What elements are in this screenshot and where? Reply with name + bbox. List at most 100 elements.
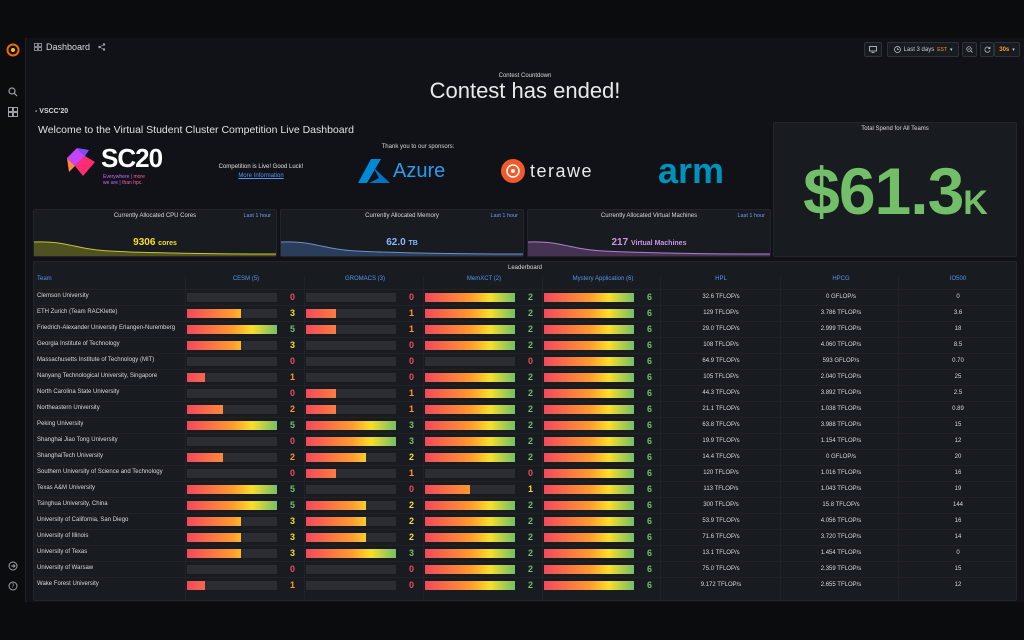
- hpcg-value: 15.8 TFLOP/s: [822, 502, 860, 508]
- memory-panel: Currently Allocated Memory Last 1 hour 6…: [280, 209, 524, 257]
- table-row[interactable]: Wake Forest University 1 0 2 6 9.172 TFLOP/s 2…: [34, 577, 1016, 593]
- column-header-mystery-application-6[interactable]: Mystery Application (6): [572, 276, 634, 282]
- column-header-cesm-5[interactable]: CESM (5): [232, 276, 260, 282]
- row-toggle-vscc[interactable]: - VSCC'20: [35, 108, 69, 115]
- sc20-logo[interactable]: SC20 Everywhere | more we are | than hpc…: [63, 143, 173, 190]
- gromacs-score: 1: [409, 468, 415, 478]
- column-header-team[interactable]: Team: [37, 276, 52, 282]
- hpl-value: 129 TFLOP/s: [703, 310, 739, 316]
- table-row[interactable]: University of Texas 3 3 2 6 13.1 TFLOP/s 1.454…: [34, 545, 1016, 561]
- gromacs-score: 2: [409, 452, 415, 462]
- memxct-score-bar-fill: [425, 389, 515, 398]
- column-header-gromacs-3[interactable]: GROMACS (3): [344, 276, 385, 282]
- table-row[interactable]: Massachusetts Institute of Technology (M…: [34, 353, 1016, 369]
- cesm-score-bar: [187, 421, 277, 430]
- gromacs-score-bar: [306, 405, 396, 414]
- cpu-cores-range[interactable]: Last 1 hour: [243, 213, 271, 219]
- terawe-logo-icon: [501, 159, 525, 183]
- column-header-io500[interactable]: IO500: [949, 276, 967, 282]
- table-row[interactable]: North Carolina State University 0 1 2 6 44.3 …: [34, 385, 1016, 401]
- cesm-score-bar: [187, 469, 277, 478]
- table-row[interactable]: Peking University 5 3 2 6 63.8 TFLOP/s 3.988 T…: [34, 417, 1016, 433]
- clock-icon: [893, 46, 901, 53]
- more-information-link[interactable]: More Information: [238, 173, 284, 179]
- mystery-score-bar-fill: [544, 549, 634, 558]
- memory-number: 62.0: [386, 237, 406, 248]
- gromacs-score: 3: [409, 420, 415, 430]
- refresh-button[interactable]: [980, 42, 994, 57]
- virtual-machines-range[interactable]: Last 1 hour: [737, 213, 765, 219]
- table-row[interactable]: Georgia Institute of Technology 3 0 2 6 108 T…: [34, 337, 1016, 353]
- grafana-logo-icon[interactable]: [5, 42, 21, 58]
- team-name: Southern University of Science and Techn…: [37, 469, 163, 475]
- cesm-score: 0: [290, 356, 296, 366]
- memxct-score-bar-fill: [425, 581, 515, 590]
- gromacs-score-bar: [306, 341, 396, 350]
- column-separator: [780, 276, 781, 600]
- memxct-score-bar-fill: [425, 373, 515, 382]
- dashboard-breadcrumb[interactable]: Dashboard: [34, 42, 106, 52]
- chevron-down-icon: ▾: [949, 46, 953, 53]
- table-row[interactable]: Shanghai Jiao Tong University 0 3 2 6 19.9 TF…: [34, 433, 1016, 449]
- column-header-memxct-2[interactable]: MemXCT (2): [466, 276, 502, 282]
- sc20-emblem-icon: [67, 148, 95, 176]
- cesm-score: 3: [290, 308, 296, 318]
- table-row[interactable]: Friedrich-Alexander University Erlangen-…: [34, 321, 1016, 337]
- cesm-score-bar: [187, 405, 277, 414]
- memxct-score-bar-fill: [425, 421, 515, 430]
- column-separator: [898, 276, 899, 600]
- table-row[interactable]: University of Warsaw 0 0 2 6 75.0 TFLOP/s 2.35…: [34, 561, 1016, 577]
- table-row[interactable]: University of California, San Diego 3 2 2 6 5…: [34, 513, 1016, 529]
- sponsor-azure[interactable]: Azure: [357, 158, 445, 184]
- mystery-score-bar: [544, 389, 634, 398]
- team-name: University of Texas: [37, 549, 88, 555]
- sponsor-terawe[interactable]: terawe: [500, 158, 593, 184]
- cesm-score: 0: [290, 436, 296, 446]
- table-row[interactable]: Southern University of Science and Techn…: [34, 465, 1016, 481]
- cesm-score: 5: [290, 484, 296, 494]
- table-row[interactable]: Northeastern University 2 1 2 6 21.1 TFLOP/s 1…: [34, 401, 1016, 417]
- mystery-score: 6: [647, 324, 653, 334]
- mystery-score: 6: [647, 340, 653, 350]
- hpcg-value: 0 GFLOP/s: [825, 454, 856, 460]
- countdown-label: Contest Countdown: [498, 73, 552, 79]
- table-row[interactable]: ShanghaiTech University 2 2 2 6 14.4 TFLOP/s 0…: [34, 449, 1016, 465]
- column-header-hpcg[interactable]: HPCG: [832, 276, 850, 282]
- tv-mode-button[interactable]: [864, 42, 882, 57]
- table-row[interactable]: University of Illinois 3 2 2 6 71.6 TFLOP/s 3.…: [34, 529, 1016, 545]
- table-row[interactable]: ETH Zurich (Team RACKlette) 3 1 2 6 129 TFLOP…: [34, 305, 1016, 321]
- column-header-hpl[interactable]: HPL: [715, 276, 727, 282]
- search-icon[interactable]: [5, 84, 21, 100]
- zoom-out-button[interactable]: [962, 42, 977, 57]
- cpu-cores-title: Currently Allocated CPU Cores: [113, 213, 197, 219]
- cesm-score-bar: [187, 293, 277, 302]
- cesm-score-bar: [187, 325, 277, 334]
- cesm-score-bar: [187, 437, 277, 446]
- gromacs-score: 3: [409, 548, 415, 558]
- mystery-score: 6: [647, 564, 653, 574]
- refresh-interval-picker[interactable]: 30s ▾: [994, 42, 1020, 57]
- team-name: University of Illinois: [37, 533, 89, 539]
- dashboards-icon[interactable]: [5, 104, 21, 120]
- gromacs-score-bar: [306, 485, 396, 494]
- cesm-score-bar-fill: [187, 501, 277, 510]
- memory-range[interactable]: Last 1 hour: [490, 213, 518, 219]
- cesm-score-bar: [187, 453, 277, 462]
- memxct-score-bar-fill: [425, 309, 515, 318]
- arm-wordmark: arm: [658, 150, 725, 191]
- memxct-score: 2: [528, 404, 534, 414]
- gromacs-score-bar-fill: [306, 533, 366, 542]
- hpcg-value: 4.056 TFLOP/s: [820, 518, 862, 524]
- help-icon[interactable]: ?: [5, 578, 21, 594]
- table-row[interactable]: Tsinghua University, China 5 2 2 6 300 TFLOP/…: [34, 497, 1016, 513]
- memxct-score-bar: [425, 421, 515, 430]
- time-picker-button[interactable]: Last 3 days EST ▾: [887, 42, 959, 57]
- hpl-value: 9.172 TFLOP/s: [700, 582, 742, 588]
- sponsor-arm[interactable]: arm: [658, 150, 724, 192]
- table-row[interactable]: Nanyang Technological University, Singap…: [34, 369, 1016, 385]
- table-row[interactable]: Texas A&M University 5 0 1 6 113 TFLOP/s 1.043…: [34, 481, 1016, 497]
- memxct-score-bar-fill: [425, 293, 515, 302]
- table-row[interactable]: Clemson University 0 0 2 6 32.6 TFLOP/s 0 GFLO…: [34, 289, 1016, 305]
- sign-in-icon[interactable]: [5, 558, 21, 574]
- share-icon[interactable]: [98, 43, 106, 51]
